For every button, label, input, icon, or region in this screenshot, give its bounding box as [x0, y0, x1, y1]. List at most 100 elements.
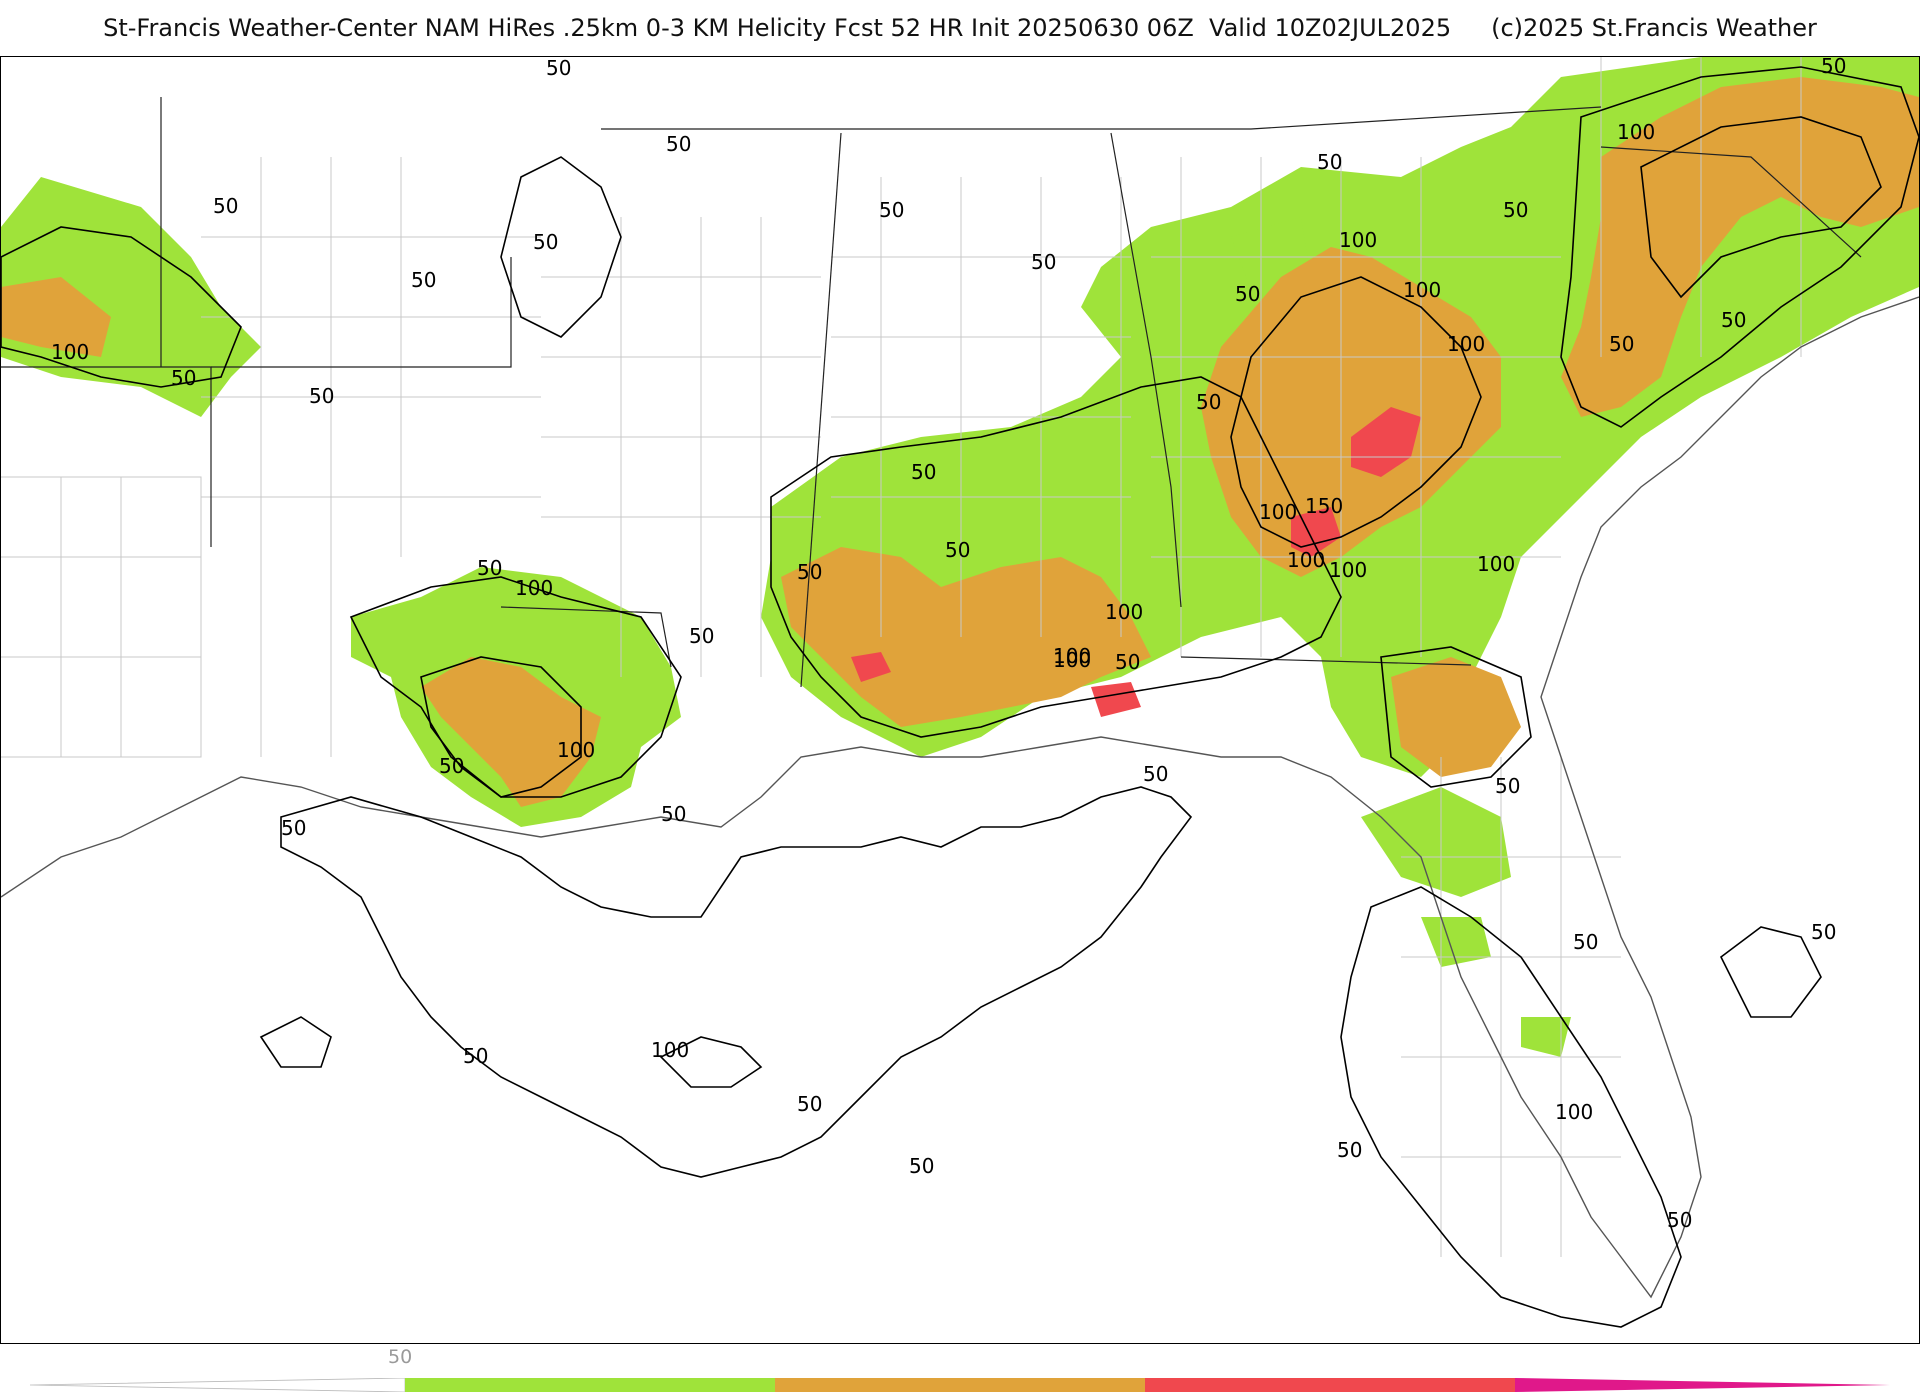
contour-label: 50 [546, 57, 571, 80]
fill-red-ga-central [1291, 507, 1341, 557]
legend-tick-label: 50 [388, 1346, 413, 1368]
fill-red-ga-north [1351, 407, 1421, 477]
map-canvas: 50 50 50 50 50 50 100 50 50 50 50 100 50… [1, 57, 1919, 1328]
contour-label: 50 [797, 560, 822, 584]
border-al-ga [1110, 132, 1182, 608]
contour-label: 50 [439, 754, 464, 778]
contour-label: 50 [1811, 920, 1836, 944]
contour-label: 100 [557, 738, 595, 762]
contour-label: 50 [911, 460, 936, 484]
fill-red-fl-panhandle [1091, 682, 1141, 717]
contour-label: 50 [477, 556, 502, 580]
contour-label: 50 [1721, 308, 1746, 332]
fill-green-fl-small1 [1421, 917, 1491, 967]
contour-label: 50 [411, 268, 436, 292]
contour-label: 100 [1329, 558, 1367, 582]
fill-orange-al-ga [781, 547, 1151, 727]
contour-label: 100 [1555, 1100, 1593, 1124]
contour-label: 50 [1667, 1208, 1692, 1232]
fill-level-150 [851, 407, 1421, 717]
contour-50-atlantic [1719, 926, 1822, 1018]
legend-seg-red [1145, 1378, 1515, 1392]
coastline [1, 296, 1919, 1299]
color-legend: 50 [0, 1342, 1920, 1400]
contour-50-ms-al [770, 376, 1342, 738]
fill-orange-nw [1, 277, 111, 357]
contour-label: 100 [1339, 228, 1377, 252]
contour-label: 100 [1287, 548, 1325, 572]
contour-label: 50 [1503, 198, 1528, 222]
contour-100-ga-south [1380, 646, 1532, 788]
contour-label: 50 [213, 194, 238, 218]
fill-green-nw [1, 177, 261, 417]
fill-level-100 [1, 77, 1919, 807]
contour-label: 100 [1259, 500, 1297, 524]
contour-label: 50 [666, 132, 691, 156]
contour-label: 50 [281, 816, 306, 840]
legend-seg-orange [775, 1378, 1145, 1392]
legend-seg-white [30, 1378, 406, 1392]
fill-orange-la [421, 657, 601, 807]
contour-100-gulf-small [659, 1036, 763, 1088]
contour-label: 100 [1053, 648, 1091, 672]
contour-label: 50 [1115, 650, 1140, 674]
contour-label: 50 [171, 366, 196, 390]
fill-orange-ga-south [1391, 657, 1521, 777]
contour-label: 50 [1337, 1138, 1362, 1162]
border-ms-al [800, 132, 842, 688]
contour-label: 100 [1403, 278, 1441, 302]
contour-label: 100 [515, 576, 553, 600]
fill-red-ms [851, 652, 891, 682]
fill-green-fl-panhandle [1361, 787, 1511, 897]
contour-label: 50 [309, 384, 334, 408]
legend-seg-green [405, 1378, 775, 1392]
legend-seg-magenta [1515, 1378, 1890, 1392]
contour-label: 100 [1617, 120, 1655, 144]
contour-label: 100 [1053, 644, 1091, 668]
contour-label: 50 [1573, 930, 1598, 954]
contour-label: 100 [651, 1038, 689, 1062]
contour-label: 50 [1235, 282, 1260, 306]
contour-label: 50 [1821, 57, 1846, 78]
border-tn-north [601, 106, 1602, 130]
contour-label: 50 [661, 802, 686, 826]
legend-color-bar [30, 1378, 1890, 1392]
state-borders [1, 97, 1862, 688]
contour-lines [1, 66, 1919, 1328]
map-title: St-Francis Weather-Center NAM HiRes .25k… [0, 0, 1920, 56]
contour-100-la [420, 656, 582, 798]
contour-label: 50 [689, 624, 714, 648]
fill-green-fl-small2 [1521, 1017, 1571, 1057]
contour-100-ne [1640, 116, 1882, 299]
border-sc-ga [1600, 146, 1862, 258]
map-panel: 50 50 50 50 50 50 100 50 50 50 50 100 50… [0, 56, 1920, 1344]
contour-label: 50 [797, 1092, 822, 1116]
contour-label: 50 [1143, 762, 1168, 786]
border-ga-fl [1180, 656, 1472, 666]
contour-label: 50 [1609, 332, 1634, 356]
contour-label: 50 [533, 230, 558, 254]
contour-50-nw [1, 226, 242, 388]
border-ar-la [160, 97, 512, 368]
title-text: St-Francis Weather-Center NAM HiRes .25k… [103, 14, 1452, 42]
contour-label: 50 [1317, 150, 1342, 174]
contour-label: 50 [879, 198, 904, 222]
contour-label: 50 [463, 1044, 488, 1068]
contour-50-ne [1560, 66, 1919, 428]
contour-label: 100 [1447, 332, 1485, 356]
contour-50-upper-ms [500, 156, 622, 338]
contour-label: 100 [1477, 552, 1515, 576]
contour-50-gulf [280, 786, 1193, 1178]
contour-label: 50 [1031, 250, 1056, 274]
border-la-ms [500, 606, 672, 668]
contour-label: 50 [1495, 774, 1520, 798]
contour-label: 100 [51, 340, 89, 364]
contour-label: 150 [1305, 494, 1343, 518]
contour-label: 50 [945, 538, 970, 562]
contour-50-la [349, 576, 682, 798]
contour-label: 50 [1196, 390, 1221, 414]
contour-label: 100 [1105, 600, 1143, 624]
contour-50-fl [1340, 886, 1682, 1328]
contour-50-small-w [259, 1016, 332, 1068]
contour-label-layer: 50 50 50 50 50 50 100 50 50 50 50 100 50… [51, 57, 1846, 1232]
